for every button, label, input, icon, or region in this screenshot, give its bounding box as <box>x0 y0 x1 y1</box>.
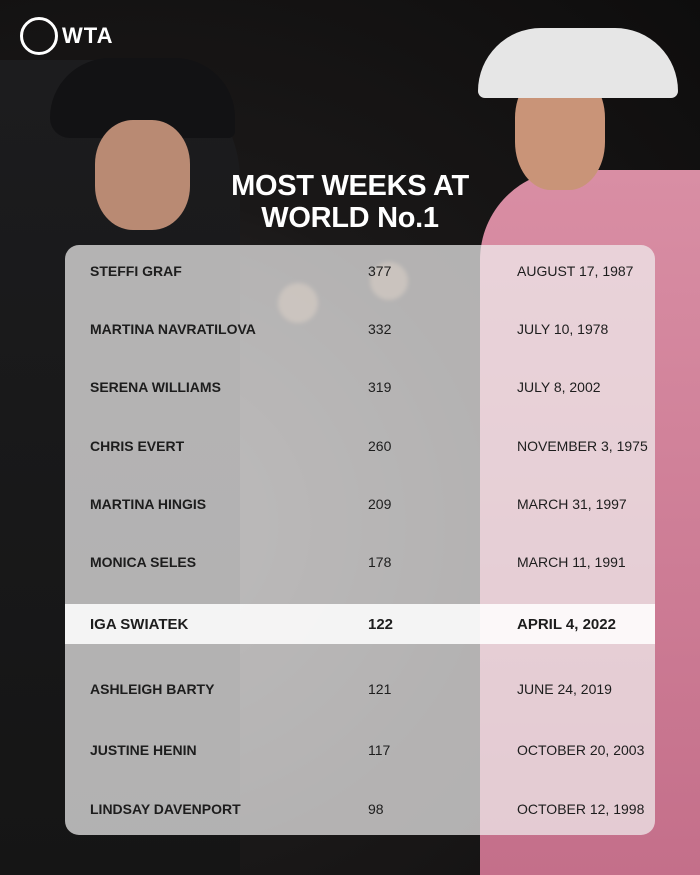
player-name: STEFFI GRAF <box>90 263 182 279</box>
weeks-count: 377 <box>368 263 392 279</box>
table-row: MARTINA HINGIS 209 MARCH 31, 1997 <box>65 484 655 524</box>
first-no1-date: OCTOBER 12, 1998 <box>517 801 645 817</box>
weeks-count: 178 <box>368 554 392 570</box>
table-row: JUSTINE HENIN 117 OCTOBER 20, 2003 <box>65 730 655 770</box>
weeks-count: 319 <box>368 379 392 395</box>
player-name: MARTINA NAVRATILOVA <box>90 321 256 337</box>
table-row: SERENA WILLIAMS 319 JULY 8, 2002 <box>65 367 655 407</box>
first-no1-date: NOVEMBER 3, 1975 <box>517 438 648 454</box>
table-row: ASHLEIGH BARTY 121 JUNE 24, 2019 <box>65 669 655 709</box>
table-row: STEFFI GRAF 377 AUGUST 17, 1987 <box>65 251 655 291</box>
player-name: JUSTINE HENIN <box>90 742 197 758</box>
weeks-count: 260 <box>368 438 392 454</box>
player-name: MARTINA HINGIS <box>90 496 207 512</box>
weeks-count: 122 <box>368 615 394 633</box>
first-no1-date: JULY 10, 1978 <box>517 321 609 337</box>
player-name: CHRIS EVERT <box>90 438 185 454</box>
player-name: IGA SWIATEK <box>90 615 189 633</box>
first-no1-date: AUGUST 17, 1987 <box>517 263 634 279</box>
table-row: LINDSAY DAVENPORT 98 OCTOBER 12, 1998 <box>65 789 655 829</box>
wta-logo-icon <box>20 17 58 55</box>
first-no1-date: OCTOBER 20, 2003 <box>517 742 645 758</box>
weeks-count: 98 <box>368 801 384 817</box>
page-title: MOST WEEKS AT WORLD No.1 <box>0 170 700 234</box>
wta-logo-text: WTA <box>62 23 114 48</box>
table-row-highlighted: IGA SWIATEK 122 APRIL 4, 2022 <box>65 604 655 644</box>
rankings-table: STEFFI GRAF 377 AUGUST 17, 1987 MARTINA NAV… <box>65 245 655 835</box>
player-left-face <box>95 120 190 230</box>
player-name: ASHLEIGH BARTY <box>90 681 215 697</box>
weeks-count: 117 <box>368 742 391 758</box>
first-no1-date: APRIL 4, 2022 <box>517 615 616 633</box>
player-name: LINDSAY DAVENPORT <box>90 801 241 817</box>
weeks-count: 332 <box>368 321 392 337</box>
title-line-1: MOST WEEKS AT <box>231 170 469 202</box>
wta-logo: WTA <box>20 17 113 55</box>
player-name: SERENA WILLIAMS <box>90 379 221 395</box>
player-right-cap <box>478 28 678 98</box>
first-no1-date: MARCH 11, 1991 <box>517 554 626 570</box>
first-no1-date: JUNE 24, 2019 <box>517 681 612 697</box>
weeks-count: 121 <box>368 681 392 697</box>
table-row: CHRIS EVERT 260 NOVEMBER 3, 1975 <box>65 426 655 466</box>
title-line-2: WORLD No.1 <box>261 202 439 234</box>
first-no1-date: MARCH 31, 1997 <box>517 496 627 512</box>
table-row: MONICA SELES 178 MARCH 11, 1991 <box>65 542 655 582</box>
player-name: MONICA SELES <box>90 554 197 570</box>
table-row: MARTINA NAVRATILOVA 332 JULY 10, 1978 <box>65 309 655 349</box>
weeks-count: 209 <box>368 496 392 512</box>
first-no1-date: JULY 8, 2002 <box>517 379 601 395</box>
